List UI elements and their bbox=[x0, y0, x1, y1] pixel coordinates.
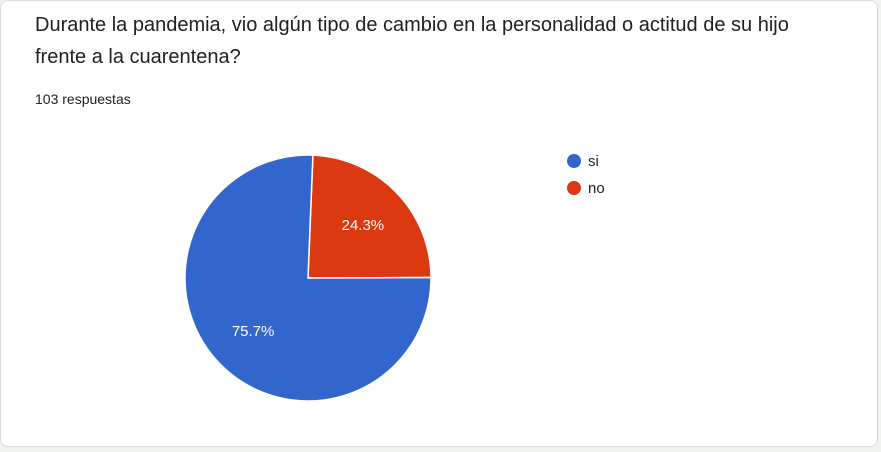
slice-label-si: 75.7% bbox=[232, 323, 275, 340]
pie-slice-no[interactable] bbox=[307, 154, 432, 279]
legend-label-si: si bbox=[588, 153, 599, 170]
question-title: Durante la pandemia, vio algún tipo de c… bbox=[35, 14, 789, 68]
response-count: 103 respuestas bbox=[35, 91, 131, 107]
legend-swatch-si bbox=[567, 154, 581, 168]
legend-item-si[interactable]: si bbox=[567, 153, 599, 170]
legend-label-no: no bbox=[588, 180, 605, 197]
legend-swatch-no bbox=[567, 181, 581, 195]
pie-slice-si[interactable] bbox=[184, 154, 432, 402]
pie-slices: 24.3% 75.7% bbox=[184, 154, 432, 402]
legend-item-no[interactable]: no bbox=[567, 180, 605, 197]
slice-label-no: 24.3% bbox=[342, 217, 385, 234]
chart-legend[interactable]: si no bbox=[567, 153, 605, 197]
